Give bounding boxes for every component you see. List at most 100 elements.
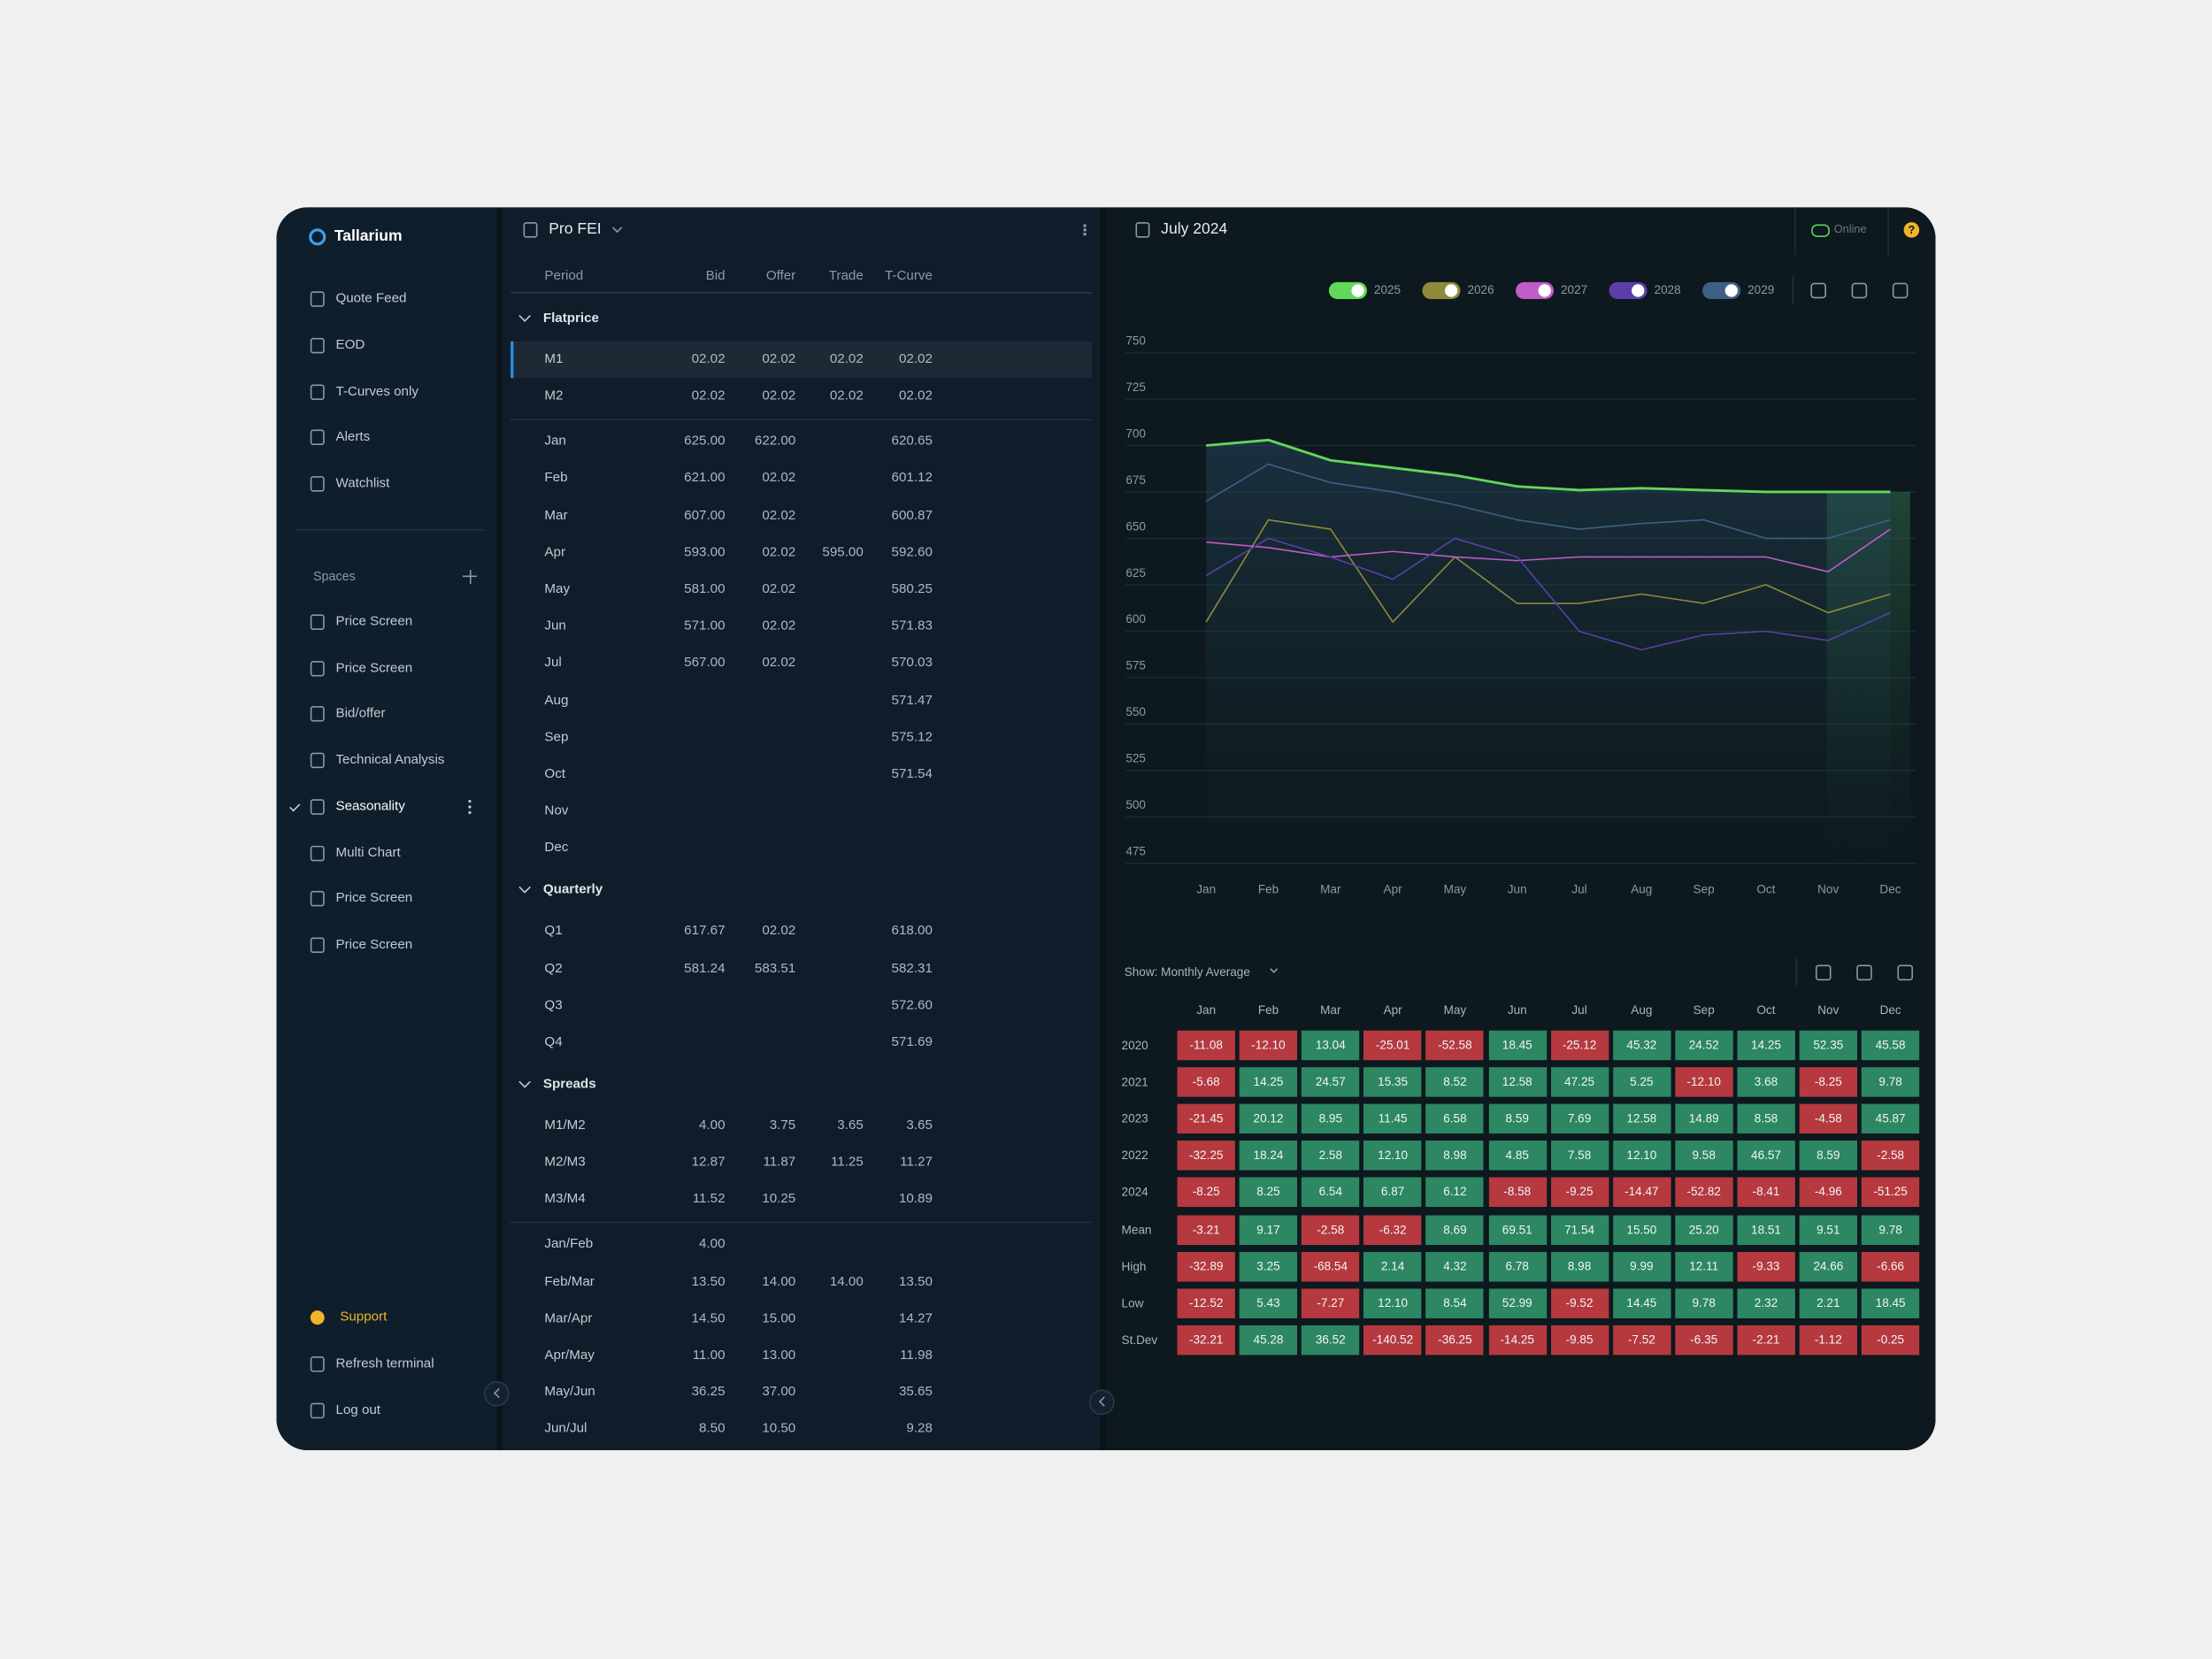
heatmap-cell: 20.12 [1239, 1103, 1298, 1134]
heatmap-row-label: Mean [1121, 1222, 1152, 1237]
heatmap-cell: -8.25 [1799, 1067, 1858, 1097]
x-tick-label: Oct [1756, 883, 1775, 896]
heatmap-cell: -6.32 [1363, 1214, 1422, 1245]
footer-item[interactable]: Log out [335, 1402, 381, 1418]
heatmap-column: May [1443, 1002, 1467, 1018]
heatmap-cell: -9.25 [1550, 1178, 1609, 1208]
heatmap-cell: 13.04 [1302, 1030, 1360, 1061]
cell: 621.00 [684, 470, 726, 487]
row-label[interactable]: M1 [544, 351, 564, 367]
space-item[interactable]: Bid/offer [335, 706, 386, 722]
heatmap-cell: 8.59 [1488, 1103, 1547, 1134]
space-item[interactable]: Price Screen [335, 613, 413, 630]
row-label[interactable]: Apr [544, 544, 566, 561]
spaces-title: Spaces [312, 569, 356, 584]
row-label[interactable]: Feb/Mar [544, 1273, 595, 1290]
icon [310, 891, 325, 907]
row-label[interactable]: Jan/Feb [544, 1236, 594, 1253]
row-label[interactable]: Dec [544, 840, 569, 856]
nav-item[interactable]: Alerts [335, 429, 371, 446]
cell: 3.75 [769, 1118, 796, 1133]
row-label[interactable]: M2 [544, 388, 564, 404]
icon [310, 337, 325, 353]
heatmap-cell: -8.58 [1488, 1178, 1547, 1208]
legend-label: 2028 [1655, 283, 1681, 296]
cell: 600.87 [891, 507, 933, 524]
cell: 02.02 [762, 470, 796, 487]
row-label[interactable]: M3/M4 [544, 1191, 586, 1208]
space-item[interactable]: Seasonality [335, 798, 405, 815]
heatmap-cell: 18.24 [1239, 1141, 1298, 1171]
heatmap-cell: -2.58 [1861, 1141, 1920, 1171]
row-label[interactable]: Q1 [544, 923, 563, 940]
x-tick-label: Feb [1258, 883, 1279, 896]
heatmap-cell: -21.45 [1177, 1103, 1235, 1134]
space-item[interactable]: Price Screen [335, 936, 413, 953]
cell: 567.00 [684, 655, 726, 672]
row-label[interactable]: Feb [544, 470, 568, 487]
cell: 37.00 [762, 1384, 796, 1401]
space-item[interactable]: Multi Chart [335, 844, 401, 861]
row-label[interactable]: Mar [544, 507, 568, 524]
row-label[interactable]: Q2 [544, 960, 563, 977]
section-title: Flatprice [542, 311, 599, 326]
heatmap-cell: 9.78 [1675, 1287, 1733, 1318]
add-space [469, 569, 471, 584]
cell: 02.02 [762, 581, 796, 597]
heatmap-cell: 45.28 [1239, 1325, 1298, 1356]
row-label[interactable]: Oct [544, 766, 566, 782]
nav-item[interactable]: T-Curves only [335, 383, 419, 399]
row-label[interactable]: Sep [544, 729, 569, 745]
collapse-button[interactable] [483, 1380, 510, 1407]
y-tick-label: 600 [1125, 612, 1146, 626]
row-label[interactable]: M1/M2 [544, 1118, 586, 1133]
cell: 02.02 [898, 388, 933, 404]
more-dots [468, 799, 472, 803]
space-item[interactable]: Price Screen [335, 660, 413, 676]
legend-knob [1444, 284, 1458, 297]
group-divider [511, 1222, 1093, 1224]
row-label[interactable]: Q4 [544, 1034, 563, 1050]
cell: 575.12 [891, 729, 933, 745]
row-label[interactable]: Nov [544, 803, 569, 819]
row-label[interactable]: Jan [544, 434, 566, 449]
row-label[interactable]: May [544, 581, 571, 597]
heatmap-cell: -12.10 [1675, 1067, 1733, 1097]
row-label[interactable]: Aug [544, 692, 569, 709]
cell: 571.54 [891, 766, 933, 782]
heatmap-cell: -9.85 [1550, 1325, 1609, 1356]
icon [310, 1402, 325, 1419]
toolbar-icon [1897, 964, 1913, 981]
row-label[interactable]: M2/M3 [544, 1154, 586, 1171]
icon [310, 845, 325, 861]
cell: 14.00 [829, 1273, 864, 1290]
footer-item[interactable]: Refresh terminal [335, 1356, 434, 1372]
status: Online [1833, 222, 1867, 236]
row-label[interactable]: Q3 [544, 997, 563, 1013]
footer-item[interactable]: Support [340, 1309, 388, 1325]
nav-item[interactable]: Quote Feed [335, 290, 407, 307]
space-item[interactable]: Price Screen [335, 890, 413, 907]
section-title: Spreads [542, 1076, 596, 1093]
help[interactable]: ? [1903, 222, 1920, 238]
column-header: T-Curve [885, 268, 933, 284]
row-label[interactable]: Mar/Apr [544, 1310, 593, 1326]
heatmap-row-label: 2021 [1121, 1074, 1148, 1089]
logo [309, 228, 326, 246]
cell: 622.00 [754, 434, 796, 449]
heatmap-cell: 12.11 [1675, 1251, 1733, 1281]
nav-item[interactable]: EOD [335, 337, 365, 353]
heatmap-cell: -12.52 [1177, 1287, 1235, 1318]
row-label[interactable]: Apr/May [544, 1348, 595, 1363]
collapse-button[interactable] [1088, 1389, 1115, 1416]
space-item[interactable]: Technical Analysis [335, 752, 445, 768]
row-label[interactable]: May/Jun [544, 1384, 595, 1401]
toolbar-icon [1815, 964, 1832, 981]
nav-item[interactable]: Watchlist [335, 475, 390, 492]
icon [310, 383, 325, 400]
row-label[interactable]: Jul [544, 655, 562, 672]
heatmap-row-label: Low [1121, 1295, 1144, 1310]
heatmap-selector[interactable]: Show: Monthly Average [1124, 964, 1250, 979]
row-label[interactable]: Jun [544, 618, 566, 634]
row-label[interactable]: Jun/Jul [544, 1421, 588, 1438]
